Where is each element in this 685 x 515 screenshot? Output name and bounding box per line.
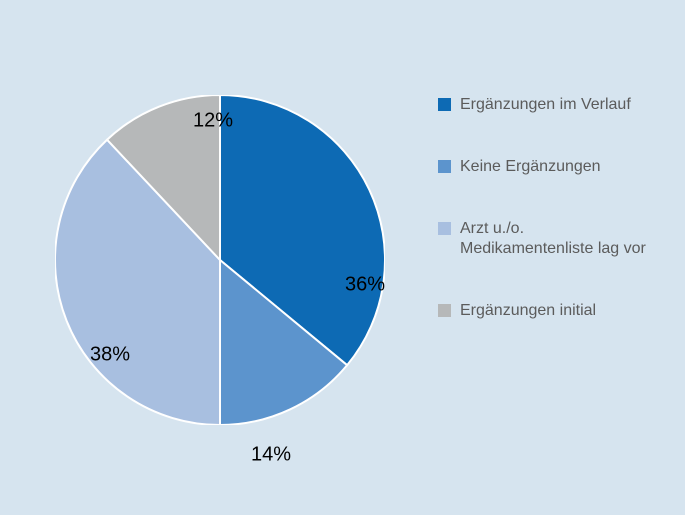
legend-item-3: Ergänzungen initial (438, 301, 663, 321)
pie-chart-figure: 36% 14% 38% 12% Ergänzungen im Verlauf K… (0, 0, 685, 515)
square-icon (438, 222, 451, 235)
legend-label-0: Ergänzungen im Verlauf (460, 95, 631, 115)
legend-label-3: Ergänzungen initial (460, 301, 596, 321)
slice-label-1: 14% (251, 444, 291, 467)
pie-chart: 36% 14% 38% 12% (55, 95, 385, 425)
square-icon (438, 304, 451, 317)
square-icon (438, 98, 451, 111)
legend-label-2: Arzt u./o. Medikamentenliste lag vor (460, 219, 650, 259)
legend-item-1: Keine Ergänzungen (438, 157, 663, 177)
legend-label-1: Keine Ergänzungen (460, 157, 601, 177)
slice-label-3: 12% (193, 110, 233, 133)
legend: Ergänzungen im Verlauf Keine Ergänzungen… (438, 95, 663, 363)
slice-label-2: 38% (90, 344, 130, 367)
square-icon (438, 160, 451, 173)
pie-svg (55, 95, 385, 425)
legend-item-2: Arzt u./o. Medikamentenliste lag vor (438, 219, 663, 259)
legend-item-0: Ergänzungen im Verlauf (438, 95, 663, 115)
slice-label-0: 36% (345, 274, 385, 297)
